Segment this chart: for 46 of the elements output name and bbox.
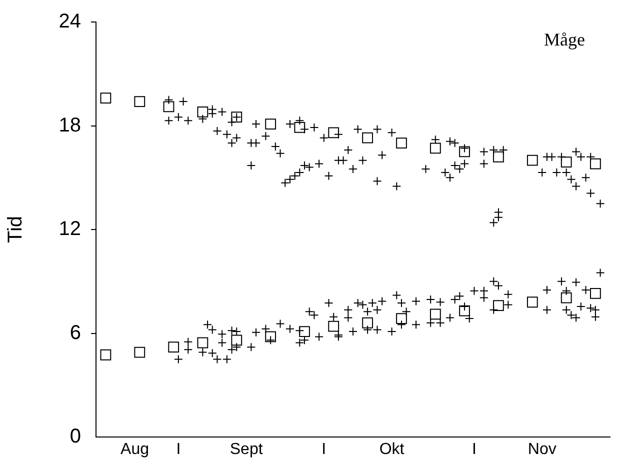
point bbox=[134, 346, 146, 358]
point bbox=[396, 313, 407, 324]
x-tick-label: Okt bbox=[379, 441, 405, 458]
point bbox=[590, 288, 601, 299]
point bbox=[560, 292, 572, 304]
point bbox=[163, 101, 174, 112]
point bbox=[265, 118, 276, 130]
point bbox=[430, 142, 441, 154]
point bbox=[493, 300, 504, 312]
y-axis-title: Tid bbox=[4, 216, 27, 244]
point bbox=[526, 154, 538, 166]
x-tick-label: I bbox=[472, 441, 476, 458]
point bbox=[265, 331, 276, 342]
point bbox=[328, 127, 340, 138]
x-tick-label: I bbox=[176, 441, 181, 458]
point bbox=[430, 308, 441, 320]
x-tick-label: I bbox=[322, 441, 326, 458]
point bbox=[197, 106, 208, 118]
annotation: Måge bbox=[544, 30, 586, 50]
y-tick-label: 6 bbox=[70, 322, 81, 344]
y-tick-label: 24 bbox=[58, 10, 81, 33]
point bbox=[299, 326, 310, 337]
point bbox=[362, 317, 373, 328]
point bbox=[100, 349, 112, 360]
point bbox=[328, 320, 340, 332]
x-tick-label: Sept bbox=[230, 441, 264, 458]
point bbox=[294, 122, 306, 133]
y-tick-label: 18 bbox=[58, 114, 81, 136]
x-tick-label: Aug bbox=[120, 441, 150, 458]
point bbox=[459, 305, 470, 316]
point bbox=[197, 337, 208, 348]
point bbox=[459, 146, 470, 158]
point bbox=[526, 296, 538, 308]
x-tick-label: Nov bbox=[528, 441, 556, 458]
point bbox=[560, 156, 572, 168]
point bbox=[168, 342, 180, 353]
point bbox=[100, 92, 112, 104]
point bbox=[134, 96, 146, 107]
point bbox=[493, 151, 504, 162]
y-tick-label: 12 bbox=[58, 218, 81, 240]
y-tick-label: 0 bbox=[70, 426, 81, 448]
point bbox=[231, 334, 242, 346]
point bbox=[231, 112, 242, 123]
point bbox=[396, 138, 407, 148]
point bbox=[590, 158, 601, 170]
point bbox=[362, 132, 373, 144]
